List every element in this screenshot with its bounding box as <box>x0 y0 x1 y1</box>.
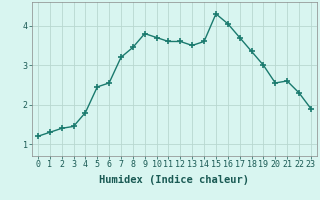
X-axis label: Humidex (Indice chaleur): Humidex (Indice chaleur) <box>100 175 249 185</box>
